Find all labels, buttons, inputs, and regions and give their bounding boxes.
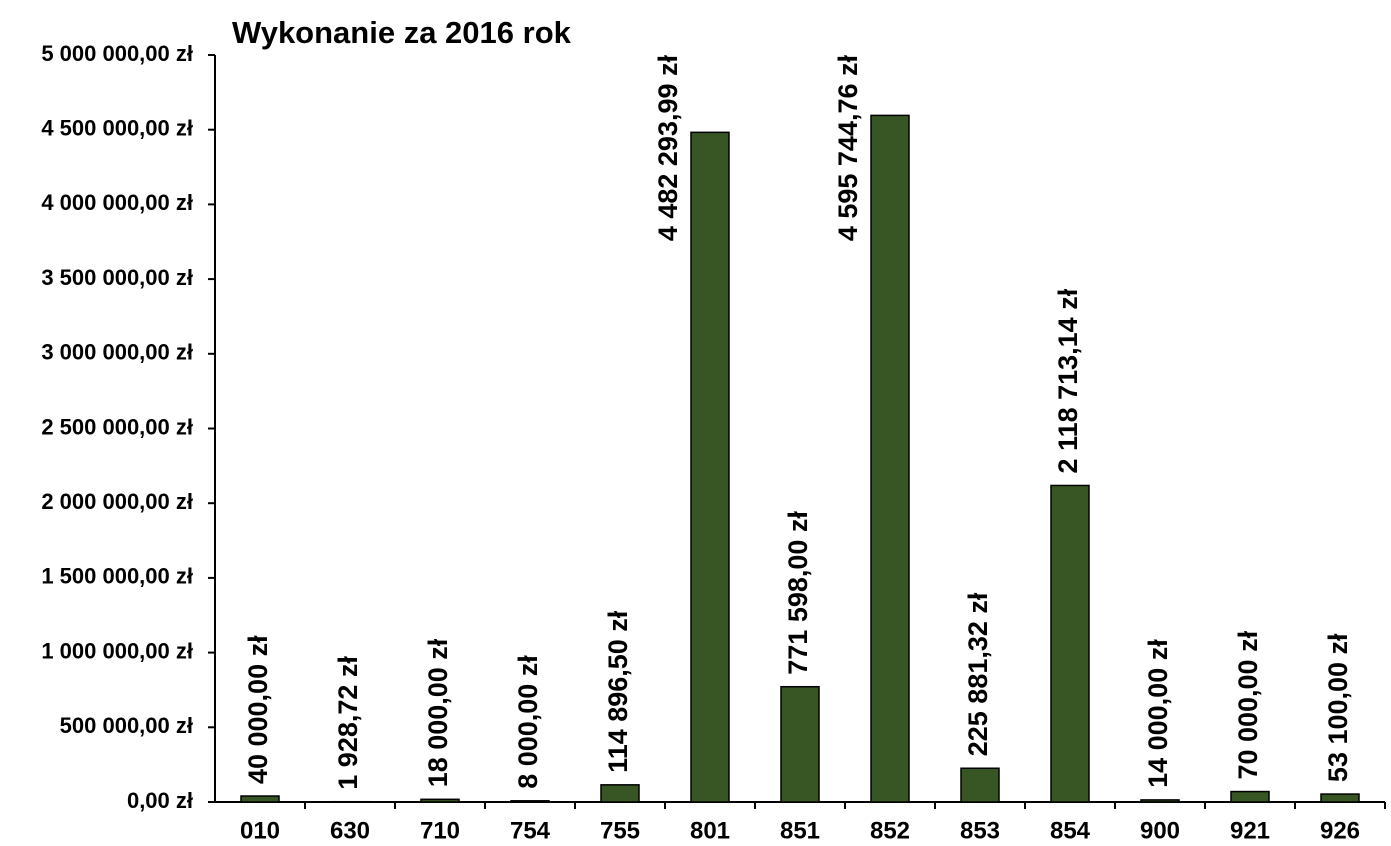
value-label: 1 928,72 zł: [333, 656, 363, 790]
y-tick-label: 4 500 000,00 zł: [41, 116, 193, 141]
value-label: 4 595 744,76 zł: [833, 55, 863, 242]
y-tick-label: 3 500 000,00 zł: [41, 265, 193, 290]
y-tick-label: 1 500 000,00 zł: [41, 564, 193, 589]
bar: [420, 798, 460, 803]
bar: [510, 800, 550, 803]
bar: [1050, 484, 1090, 803]
y-tick-label: 2 500 000,00 zł: [41, 414, 193, 439]
value-label: 8 000,00 zł: [513, 655, 543, 789]
value-label: 114 896,50 zł: [603, 610, 633, 773]
x-tick-label: 755: [600, 817, 640, 844]
value-label: 53 100,00 zł: [1323, 633, 1353, 782]
value-label: 14 000,00 zł: [1143, 639, 1173, 788]
bar: [240, 795, 280, 803]
value-label: 40 000,00 zł: [243, 635, 273, 784]
bar: [1230, 790, 1270, 803]
value-label: 70 000,00 zł: [1233, 630, 1263, 779]
y-tick-label: 4 000 000,00 zł: [41, 190, 193, 215]
y-tick-label: 2 000 000,00 zł: [41, 489, 193, 514]
y-tick-label: 1 000 000,00 zł: [41, 638, 193, 663]
value-label: 225 881,32 zł: [963, 592, 993, 756]
y-tick-label: 500 000,00 zł: [60, 713, 193, 738]
x-tick-label: 754: [510, 817, 551, 844]
value-label: 18 000,00 zł: [423, 638, 453, 787]
bar: [960, 767, 1000, 803]
chart-title: Wykonanie za 2016 rok: [232, 15, 572, 50]
x-tick-label: 010: [240, 817, 280, 844]
bar: [780, 685, 820, 803]
x-tick-label: 630: [330, 817, 370, 844]
bar: [1320, 793, 1360, 803]
value-label: 2 118 713,14 zł: [1053, 288, 1083, 473]
x-tick-label: 852: [870, 817, 910, 844]
x-tick-label: 854: [1050, 817, 1091, 844]
x-tick-label: 921: [1230, 817, 1270, 844]
bar: [600, 784, 640, 803]
x-tick-label: 900: [1140, 817, 1180, 844]
y-tick-label: 0,00 zł: [127, 788, 193, 813]
y-tick-label: 3 000 000,00 zł: [41, 340, 193, 365]
x-tick-label: 926: [1320, 817, 1360, 844]
value-label: 4 482 293,99 zł: [653, 55, 683, 242]
x-tick-label: 853: [960, 817, 1000, 844]
bar: [1140, 799, 1180, 803]
bar: [690, 131, 730, 803]
y-tick-label: 5 000 000,00 zł: [41, 41, 193, 66]
x-tick-label: 710: [420, 817, 460, 844]
x-tick-label: 851: [780, 817, 820, 844]
value-label: 771 598,00 zł: [783, 511, 813, 675]
bar: [870, 114, 910, 803]
x-tick-label: 801: [690, 817, 730, 844]
